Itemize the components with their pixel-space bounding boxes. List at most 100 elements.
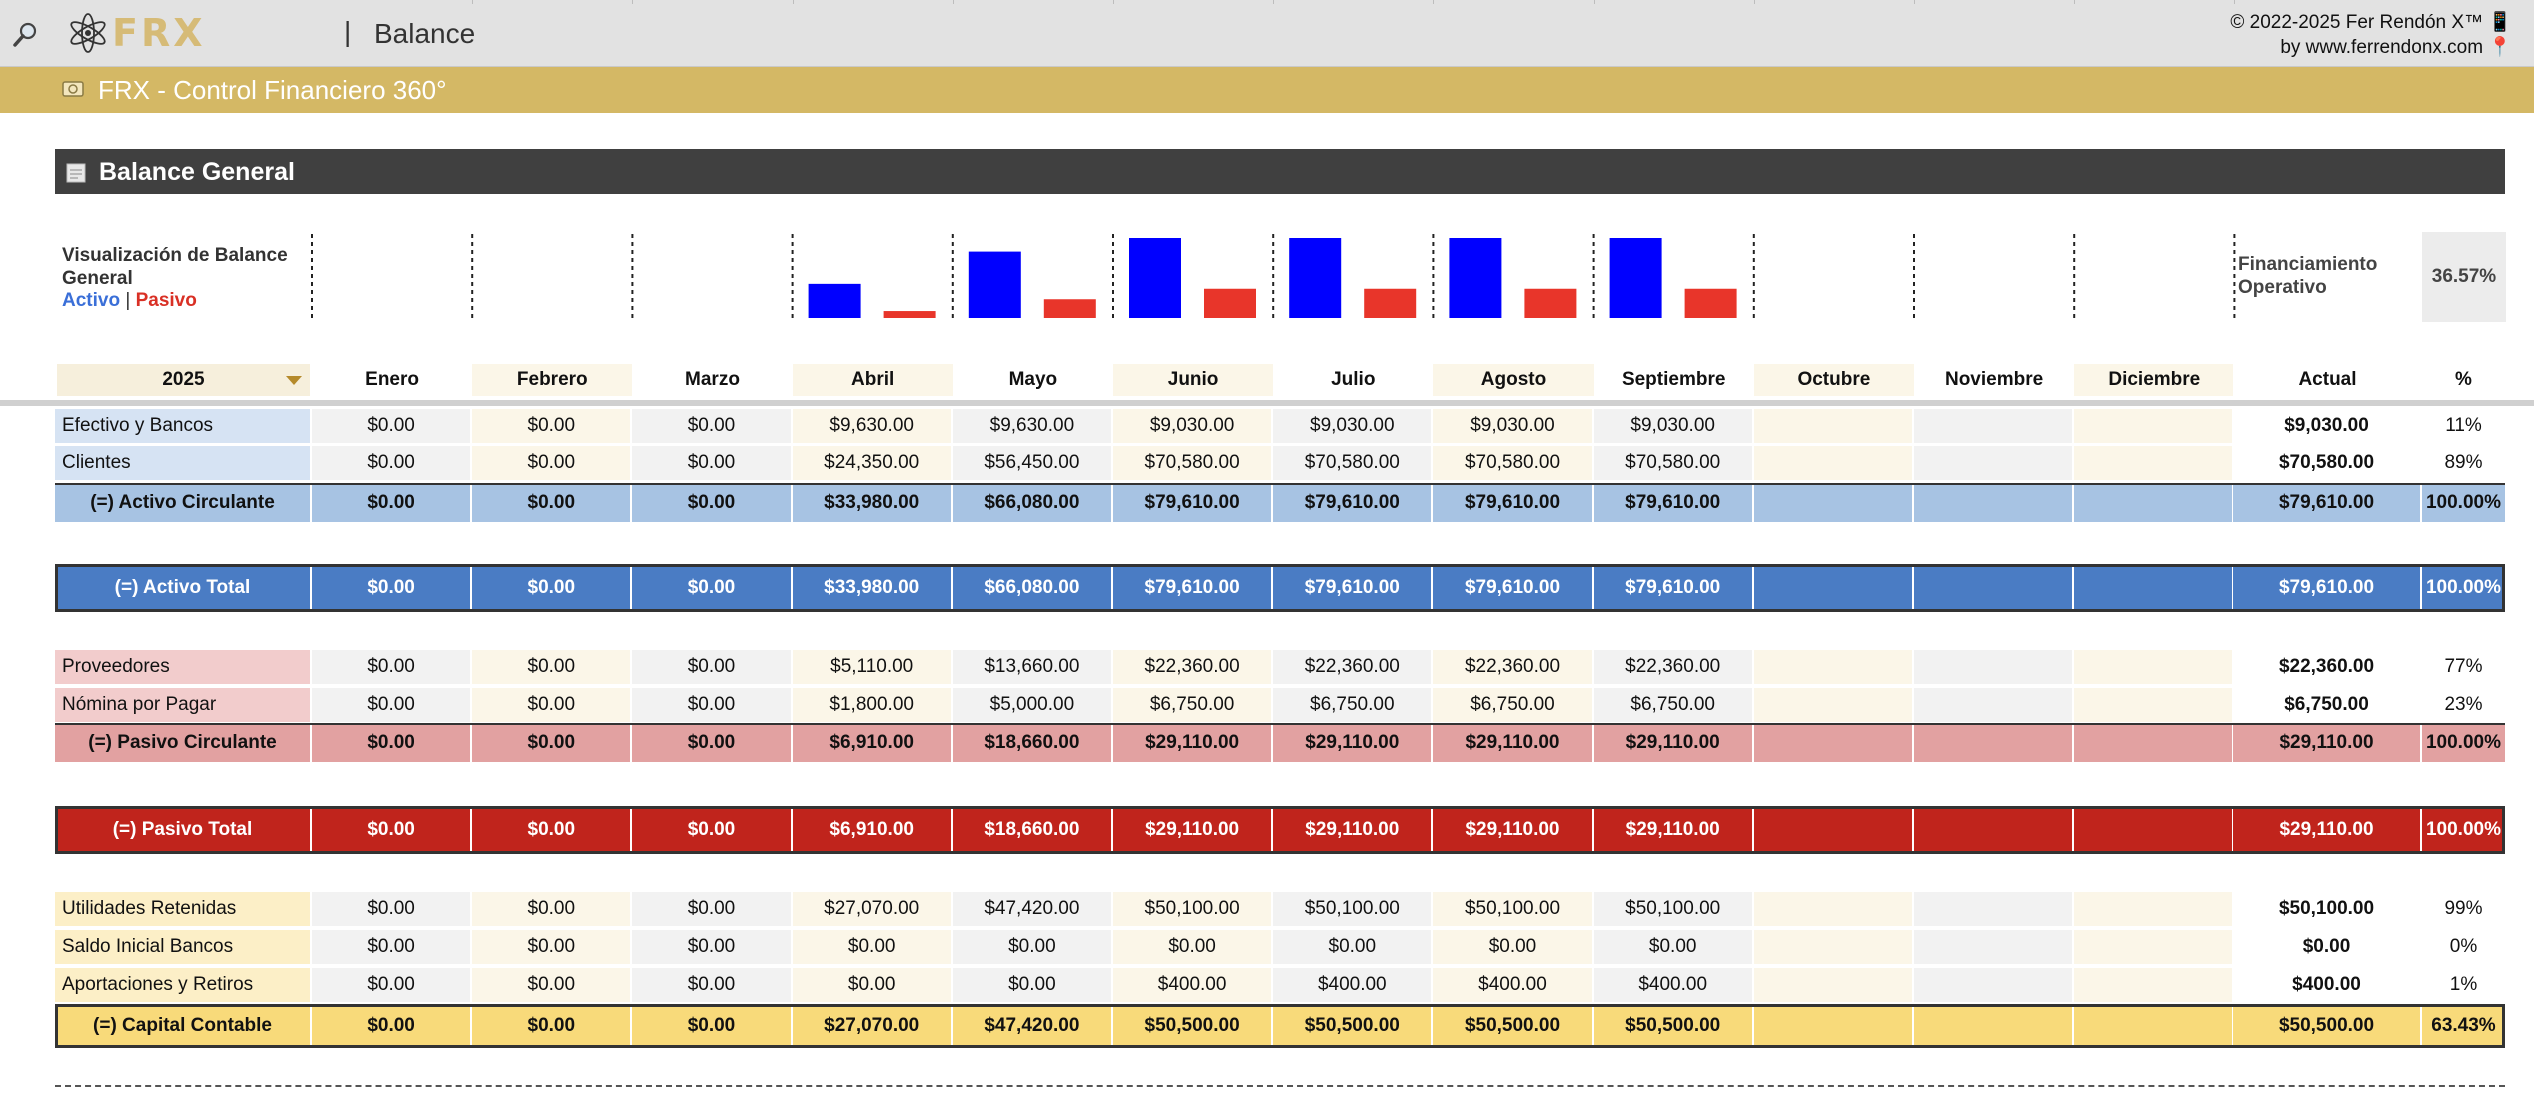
table-cell[interactable]: $79,610.00 — [1113, 566, 1274, 610]
table-cell[interactable] — [2074, 892, 2235, 926]
table-cell[interactable]: $79,610.00 — [1433, 566, 1594, 610]
table-cell[interactable]: $400.00 — [1113, 968, 1274, 1002]
table-cell[interactable]: $79,610.00 — [1593, 484, 1754, 522]
table-cell[interactable]: $22,360.00 — [1113, 650, 1274, 684]
table-cell[interactable]: $0.00 — [632, 446, 793, 480]
table-cell[interactable]: $0.00 — [312, 409, 473, 443]
table-cell[interactable] — [1914, 650, 2075, 684]
table-cell[interactable]: $33,980.00 — [792, 484, 953, 522]
table-cell[interactable]: $0.00 — [1113, 930, 1274, 964]
table-cell[interactable] — [2074, 650, 2235, 684]
table-cell[interactable]: $29,110.00 — [1273, 724, 1434, 762]
table-cell[interactable] — [1753, 808, 1914, 852]
table-cell[interactable]: $0.00 — [472, 1006, 633, 1046]
table-cell[interactable] — [1753, 968, 1914, 1002]
table-cell[interactable]: $29,110.00 — [1113, 724, 1274, 762]
table-cell[interactable]: $9,030.00 — [1433, 409, 1594, 443]
table-cell[interactable]: $0.00 — [472, 968, 633, 1002]
table-cell[interactable]: $27,070.00 — [792, 1006, 953, 1046]
table-cell[interactable]: $0.00 — [472, 724, 633, 762]
table-cell[interactable]: $0.00 — [952, 968, 1113, 1002]
table-cell[interactable]: $0.00 — [632, 892, 793, 926]
table-cell[interactable] — [1914, 930, 2075, 964]
table-cell[interactable]: $9,030.00 — [1593, 409, 1754, 443]
table-cell[interactable]: $79,610.00 — [1113, 484, 1274, 522]
table-cell[interactable] — [2074, 446, 2235, 480]
table-cell[interactable]: $6,910.00 — [792, 724, 953, 762]
table-cell[interactable]: $0.00 — [472, 650, 633, 684]
table-cell[interactable]: $400.00 — [1273, 968, 1434, 1002]
table-cell[interactable]: $0.00 — [472, 688, 633, 722]
search-icon[interactable] — [12, 21, 40, 49]
table-cell[interactable]: $9,030.00 — [1273, 409, 1434, 443]
table-cell[interactable] — [2074, 484, 2235, 522]
year-select[interactable]: 2025 — [57, 364, 310, 396]
table-cell[interactable]: $0.00 — [312, 724, 473, 762]
table-cell[interactable]: $70,580.00 — [1113, 446, 1274, 480]
table-cell[interactable]: $0.00 — [312, 930, 473, 964]
table-cell[interactable]: $0.00 — [632, 566, 793, 610]
table-cell[interactable]: $47,420.00 — [952, 892, 1113, 926]
table-cell[interactable] — [1753, 566, 1914, 610]
table-cell[interactable]: $0.00 — [952, 930, 1113, 964]
table-cell[interactable] — [1914, 688, 2075, 722]
table-cell[interactable]: $0.00 — [792, 968, 953, 1002]
table-cell[interactable]: $0.00 — [1593, 930, 1754, 964]
table-cell[interactable]: $1,800.00 — [792, 688, 953, 722]
table-cell[interactable]: $27,070.00 — [792, 892, 953, 926]
table-cell[interactable] — [1753, 1006, 1914, 1046]
table-cell[interactable]: $6,750.00 — [1113, 688, 1274, 722]
table-cell[interactable]: $70,580.00 — [1433, 446, 1594, 480]
table-cell[interactable]: $0.00 — [632, 1006, 793, 1046]
table-cell[interactable]: $70,580.00 — [1593, 446, 1754, 480]
table-cell[interactable]: $0.00 — [1273, 930, 1434, 964]
table-cell[interactable]: $22,360.00 — [1273, 650, 1434, 684]
table-cell[interactable] — [1914, 446, 2075, 480]
table-cell[interactable] — [1914, 484, 2075, 522]
table-cell[interactable]: $0.00 — [312, 892, 473, 926]
table-cell[interactable]: $5,000.00 — [952, 688, 1113, 722]
table-cell[interactable]: $6,750.00 — [1433, 688, 1594, 722]
table-cell[interactable]: $50,500.00 — [1433, 1006, 1594, 1046]
table-cell[interactable]: $56,450.00 — [952, 446, 1113, 480]
table-cell[interactable]: $6,750.00 — [1273, 688, 1434, 722]
table-cell[interactable] — [1914, 724, 2075, 762]
table-cell[interactable]: $6,750.00 — [1593, 688, 1754, 722]
table-cell[interactable] — [1753, 688, 1914, 722]
table-cell[interactable]: $0.00 — [472, 808, 633, 852]
table-cell[interactable]: $29,110.00 — [1593, 808, 1754, 852]
table-cell[interactable]: $0.00 — [312, 1006, 473, 1046]
table-cell[interactable]: $18,660.00 — [952, 808, 1113, 852]
table-cell[interactable] — [1914, 1006, 2075, 1046]
table-cell[interactable]: $9,030.00 — [1113, 409, 1274, 443]
table-cell[interactable]: $0.00 — [792, 930, 953, 964]
table-cell[interactable]: $66,080.00 — [952, 484, 1113, 522]
table-cell[interactable]: $79,610.00 — [1273, 566, 1434, 610]
table-cell[interactable]: $0.00 — [312, 484, 473, 522]
table-cell[interactable] — [2074, 409, 2235, 443]
table-cell[interactable]: $0.00 — [472, 566, 633, 610]
table-cell[interactable]: $29,110.00 — [1433, 724, 1594, 762]
table-cell[interactable]: $0.00 — [632, 650, 793, 684]
table-cell[interactable] — [2074, 566, 2235, 610]
table-cell[interactable] — [1914, 566, 2075, 610]
table-cell[interactable] — [1753, 892, 1914, 926]
table-cell[interactable]: $24,350.00 — [792, 446, 953, 480]
table-cell[interactable]: $0.00 — [632, 688, 793, 722]
table-cell[interactable] — [1914, 409, 2075, 443]
table-cell[interactable]: $79,610.00 — [1593, 566, 1754, 610]
table-cell[interactable]: $50,100.00 — [1593, 892, 1754, 926]
table-cell[interactable]: $47,420.00 — [952, 1006, 1113, 1046]
table-cell[interactable]: $22,360.00 — [1433, 650, 1594, 684]
table-cell[interactable]: $0.00 — [632, 930, 793, 964]
table-cell[interactable] — [1753, 724, 1914, 762]
table-cell[interactable]: $6,910.00 — [792, 808, 953, 852]
table-cell[interactable]: $0.00 — [472, 484, 633, 522]
table-cell[interactable] — [1914, 892, 2075, 926]
table-cell[interactable]: $0.00 — [472, 409, 633, 443]
table-cell[interactable]: $0.00 — [312, 688, 473, 722]
table-cell[interactable] — [2074, 1006, 2235, 1046]
table-cell[interactable]: $0.00 — [1433, 930, 1594, 964]
table-cell[interactable]: $0.00 — [632, 968, 793, 1002]
table-cell[interactable]: $0.00 — [472, 930, 633, 964]
